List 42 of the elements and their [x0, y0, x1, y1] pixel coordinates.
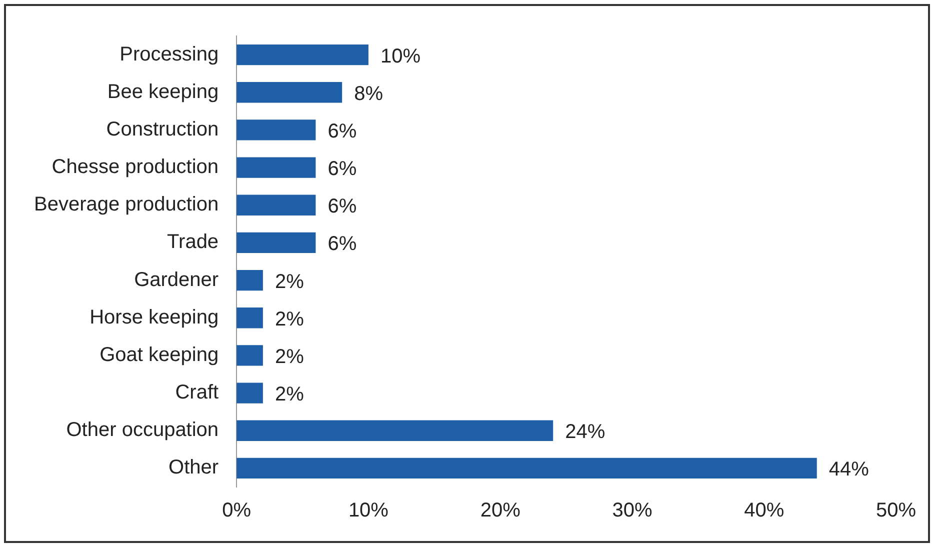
- x-tick-label: 10%: [348, 500, 389, 522]
- data-label: 24%: [565, 421, 606, 444]
- bar: [236, 120, 316, 140]
- x-tick-label: 40%: [744, 500, 784, 522]
- data-label: 44%: [828, 458, 870, 481]
- y-tick-label: Beverage production: [34, 194, 219, 216]
- bar: [236, 308, 263, 328]
- data-label: 10%: [380, 45, 421, 68]
- x-tick-label: 20%: [480, 500, 521, 522]
- bar: [236, 194, 316, 216]
- data-label: 2%: [274, 384, 304, 406]
- data-label: 2%: [274, 308, 304, 330]
- bar: [236, 458, 817, 479]
- y-tick-label: Processing: [120, 43, 219, 66]
- bar: [236, 82, 342, 103]
- y-tick-label: Goat keeping: [100, 344, 219, 366]
- data-label: 6%: [328, 196, 357, 218]
- y-tick-label: Trade: [167, 231, 219, 254]
- x-tick-label: 0%: [222, 500, 252, 522]
- bar: [236, 232, 316, 254]
- bar: [236, 44, 368, 66]
- bar: [236, 345, 263, 366]
- data-label: 6%: [328, 233, 357, 256]
- bar: [236, 157, 316, 178]
- data-label: 2%: [274, 270, 304, 293]
- x-tick-label: 30%: [612, 500, 652, 522]
- data-label: 2%: [274, 346, 304, 368]
- y-tick-label: Gardener: [134, 268, 219, 291]
- bar: [236, 420, 554, 441]
- data-label: 6%: [328, 158, 357, 180]
- y-tick-label: Construction: [106, 118, 219, 140]
- data-label: 6%: [328, 120, 357, 142]
- y-tick-label: Craft: [175, 382, 220, 404]
- y-tick-label: Horse keeping: [90, 306, 219, 328]
- bar: [236, 382, 263, 404]
- y-tick-label: Bee keeping: [107, 80, 219, 103]
- data-label: 8%: [354, 82, 384, 105]
- y-tick-label: Chesse production: [52, 156, 219, 178]
- y-tick-label: Other: [168, 456, 219, 479]
- x-tick-label: 50%: [876, 500, 916, 522]
- y-tick-label: Other occupation: [66, 419, 219, 442]
- bar: [236, 270, 263, 291]
